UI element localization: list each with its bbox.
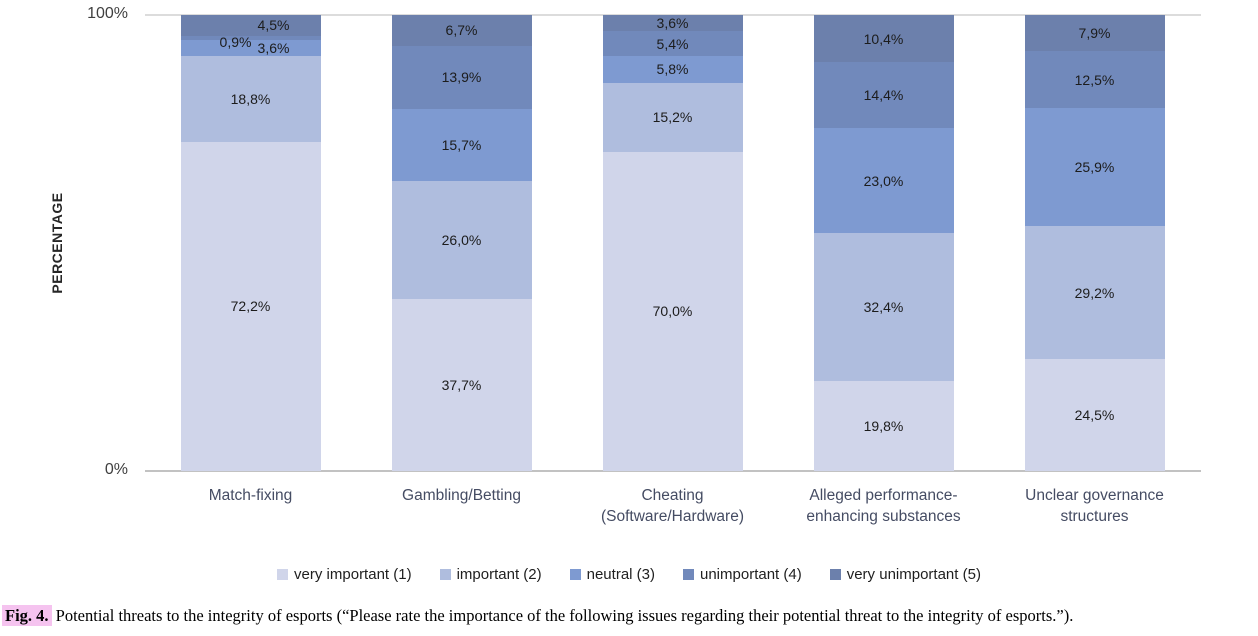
bar-segment: 5,8%	[602, 56, 743, 83]
category-label: Match-fixing	[208, 487, 293, 504]
caption-text: Potential threats to the integrity of es…	[55, 606, 1074, 625]
bar-segment: 3,6%	[180, 39, 321, 57]
segment-value-label: 25,9%	[1074, 159, 1115, 176]
stacked-bar-chart: PERCENTAGE 100% 0% 72,2% 18,8% 3,6% 0,9% 4,5…	[0, 5, 1258, 538]
bar-segment: 15,7%	[391, 108, 532, 181]
segment-value-label: 24,5%	[1074, 407, 1115, 424]
bar-segment: 7,9%	[1024, 15, 1165, 52]
bar-match-fixing: 72,2% 18,8% 3,6% 0,9% 4,5%	[180, 15, 321, 471]
segment-value-label: 37,7%	[441, 377, 482, 394]
bar-segment: 26,0%	[391, 180, 532, 300]
segment-value-label: 0,9%	[219, 33, 252, 50]
segment-value-label: 15,2%	[652, 109, 693, 126]
legend-label: unimportant (4)	[700, 566, 802, 583]
legend-item: unimportant (4)	[683, 566, 802, 583]
figure-caption: Fig. 4. Potential threats to the integri…	[2, 604, 1256, 628]
legend-swatch	[683, 569, 694, 580]
segment-value-label: 5,4%	[656, 35, 689, 52]
segment-value-label: 6,7%	[445, 22, 478, 39]
x-axis-labels: Match-fixing Gambling/Betting Cheating (So…	[0, 486, 1258, 538]
segment-value-label: 3,6%	[656, 15, 689, 32]
y-axis-title: PERCENTAGE	[49, 192, 65, 294]
segment-value-label: 7,9%	[1078, 25, 1111, 42]
legend-swatch	[277, 569, 289, 580]
x-axis-line	[145, 470, 1201, 472]
segment-value-label: 70,0%	[652, 303, 693, 320]
bar-segment: 18,8%	[180, 56, 321, 142]
segment-value-label: 26,0%	[441, 231, 482, 248]
bar-segment: 0,9%	[180, 34, 321, 50]
category-label: Unclear governance structures	[1025, 487, 1164, 525]
segment-value-label: 5,8%	[656, 61, 689, 78]
bar-segment: 24,5%	[1024, 359, 1165, 471]
y-tick-100: 100%	[87, 5, 128, 22]
bar-segment: 19,8%	[813, 380, 954, 471]
plot-area: 72,2% 18,8% 3,6% 0,9% 4,5% 37,7% 26,0% 15,7% 13,…	[145, 15, 1201, 471]
y-tick-0: 0%	[104, 461, 128, 478]
bar-gambling-betting: 37,7% 26,0% 15,7% 13,9% 6,7%	[391, 15, 532, 471]
legend-label: neutral (3)	[586, 566, 655, 583]
segment-value-label: 3,6%	[257, 39, 290, 56]
segment-value-label: 13,9%	[441, 69, 482, 86]
bar-segment: 10,4%	[813, 15, 954, 63]
segment-value-label: 4,5%	[257, 17, 290, 34]
bar-segment: 70,0%	[602, 151, 743, 471]
legend-item: very unimportant (5)	[829, 566, 981, 583]
bar-segment: 3,6%	[602, 15, 743, 32]
bar-segment: 14,4%	[813, 62, 954, 129]
segment-value-label: 15,7%	[441, 136, 482, 153]
bar-segment: 15,2%	[602, 82, 743, 152]
legend-item: very important (1)	[277, 566, 412, 583]
legend-label: very important (1)	[294, 566, 412, 583]
legend-label: important (2)	[456, 566, 542, 583]
bar-alleged-performance: 19,8% 32,4% 23,0% 14,4% 10,4%	[813, 15, 954, 471]
segment-value-label: 23,0%	[863, 172, 904, 189]
legend-swatch	[829, 569, 841, 580]
segment-value-label: 14,4%	[863, 87, 904, 104]
segment-value-label: 29,2%	[1074, 284, 1115, 301]
figure-label: Fig. 4.	[2, 605, 52, 626]
segment-value-label: 72,2%	[230, 298, 271, 315]
bar-segment: 4,5%	[180, 15, 321, 36]
legend-swatch	[439, 569, 451, 580]
segment-value-label: 12,5%	[1074, 71, 1115, 88]
legend: very important (1) important (2) neutral (…	[0, 566, 1258, 583]
bar-segment: 6,7%	[391, 15, 532, 46]
bar-segment: 13,9%	[391, 45, 532, 109]
bar-segment: 5,4%	[602, 31, 743, 57]
legend-item: important (2)	[439, 566, 542, 583]
legend-label: very unimportant (5)	[846, 566, 981, 583]
legend-swatch	[569, 569, 581, 580]
bar-cheating: 70,0% 15,2% 5,8% 5,4% 3,6%	[602, 15, 743, 471]
bar-segment: 37,7%	[391, 299, 532, 471]
segment-value-label: 10,4%	[863, 30, 904, 47]
segment-value-label: 32,4%	[863, 298, 904, 315]
top-gridline	[145, 14, 1201, 16]
category-label: Alleged performance- enhancing substance…	[806, 487, 961, 525]
bar-segment: 23,0%	[813, 128, 954, 233]
bar-segment: 32,4%	[813, 232, 954, 381]
bar-segment: 12,5%	[1024, 51, 1165, 109]
bar-unclear-governance: 24,5% 29,2% 25,9% 12,5% 7,9%	[1024, 15, 1165, 471]
bar-segment: 72,2%	[180, 141, 321, 471]
category-label: Gambling/Betting	[402, 487, 521, 504]
bar-segment: 29,2%	[1024, 226, 1165, 360]
legend-item: neutral (3)	[569, 566, 655, 583]
segment-value-label: 19,8%	[863, 417, 904, 434]
segment-value-label: 18,8%	[230, 90, 271, 107]
bar-segment: 25,9%	[1024, 108, 1165, 227]
category-label: Cheating (Software/Hardware)	[601, 487, 744, 525]
